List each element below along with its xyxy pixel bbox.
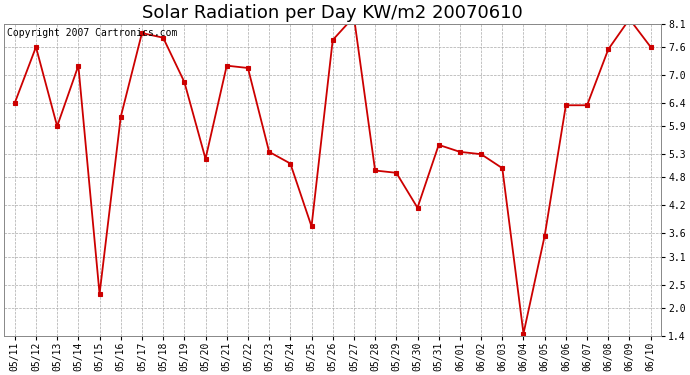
Title: Solar Radiation per Day KW/m2 20070610: Solar Radiation per Day KW/m2 20070610 [142,4,523,22]
Text: Copyright 2007 Cartronics.com: Copyright 2007 Cartronics.com [8,28,178,38]
